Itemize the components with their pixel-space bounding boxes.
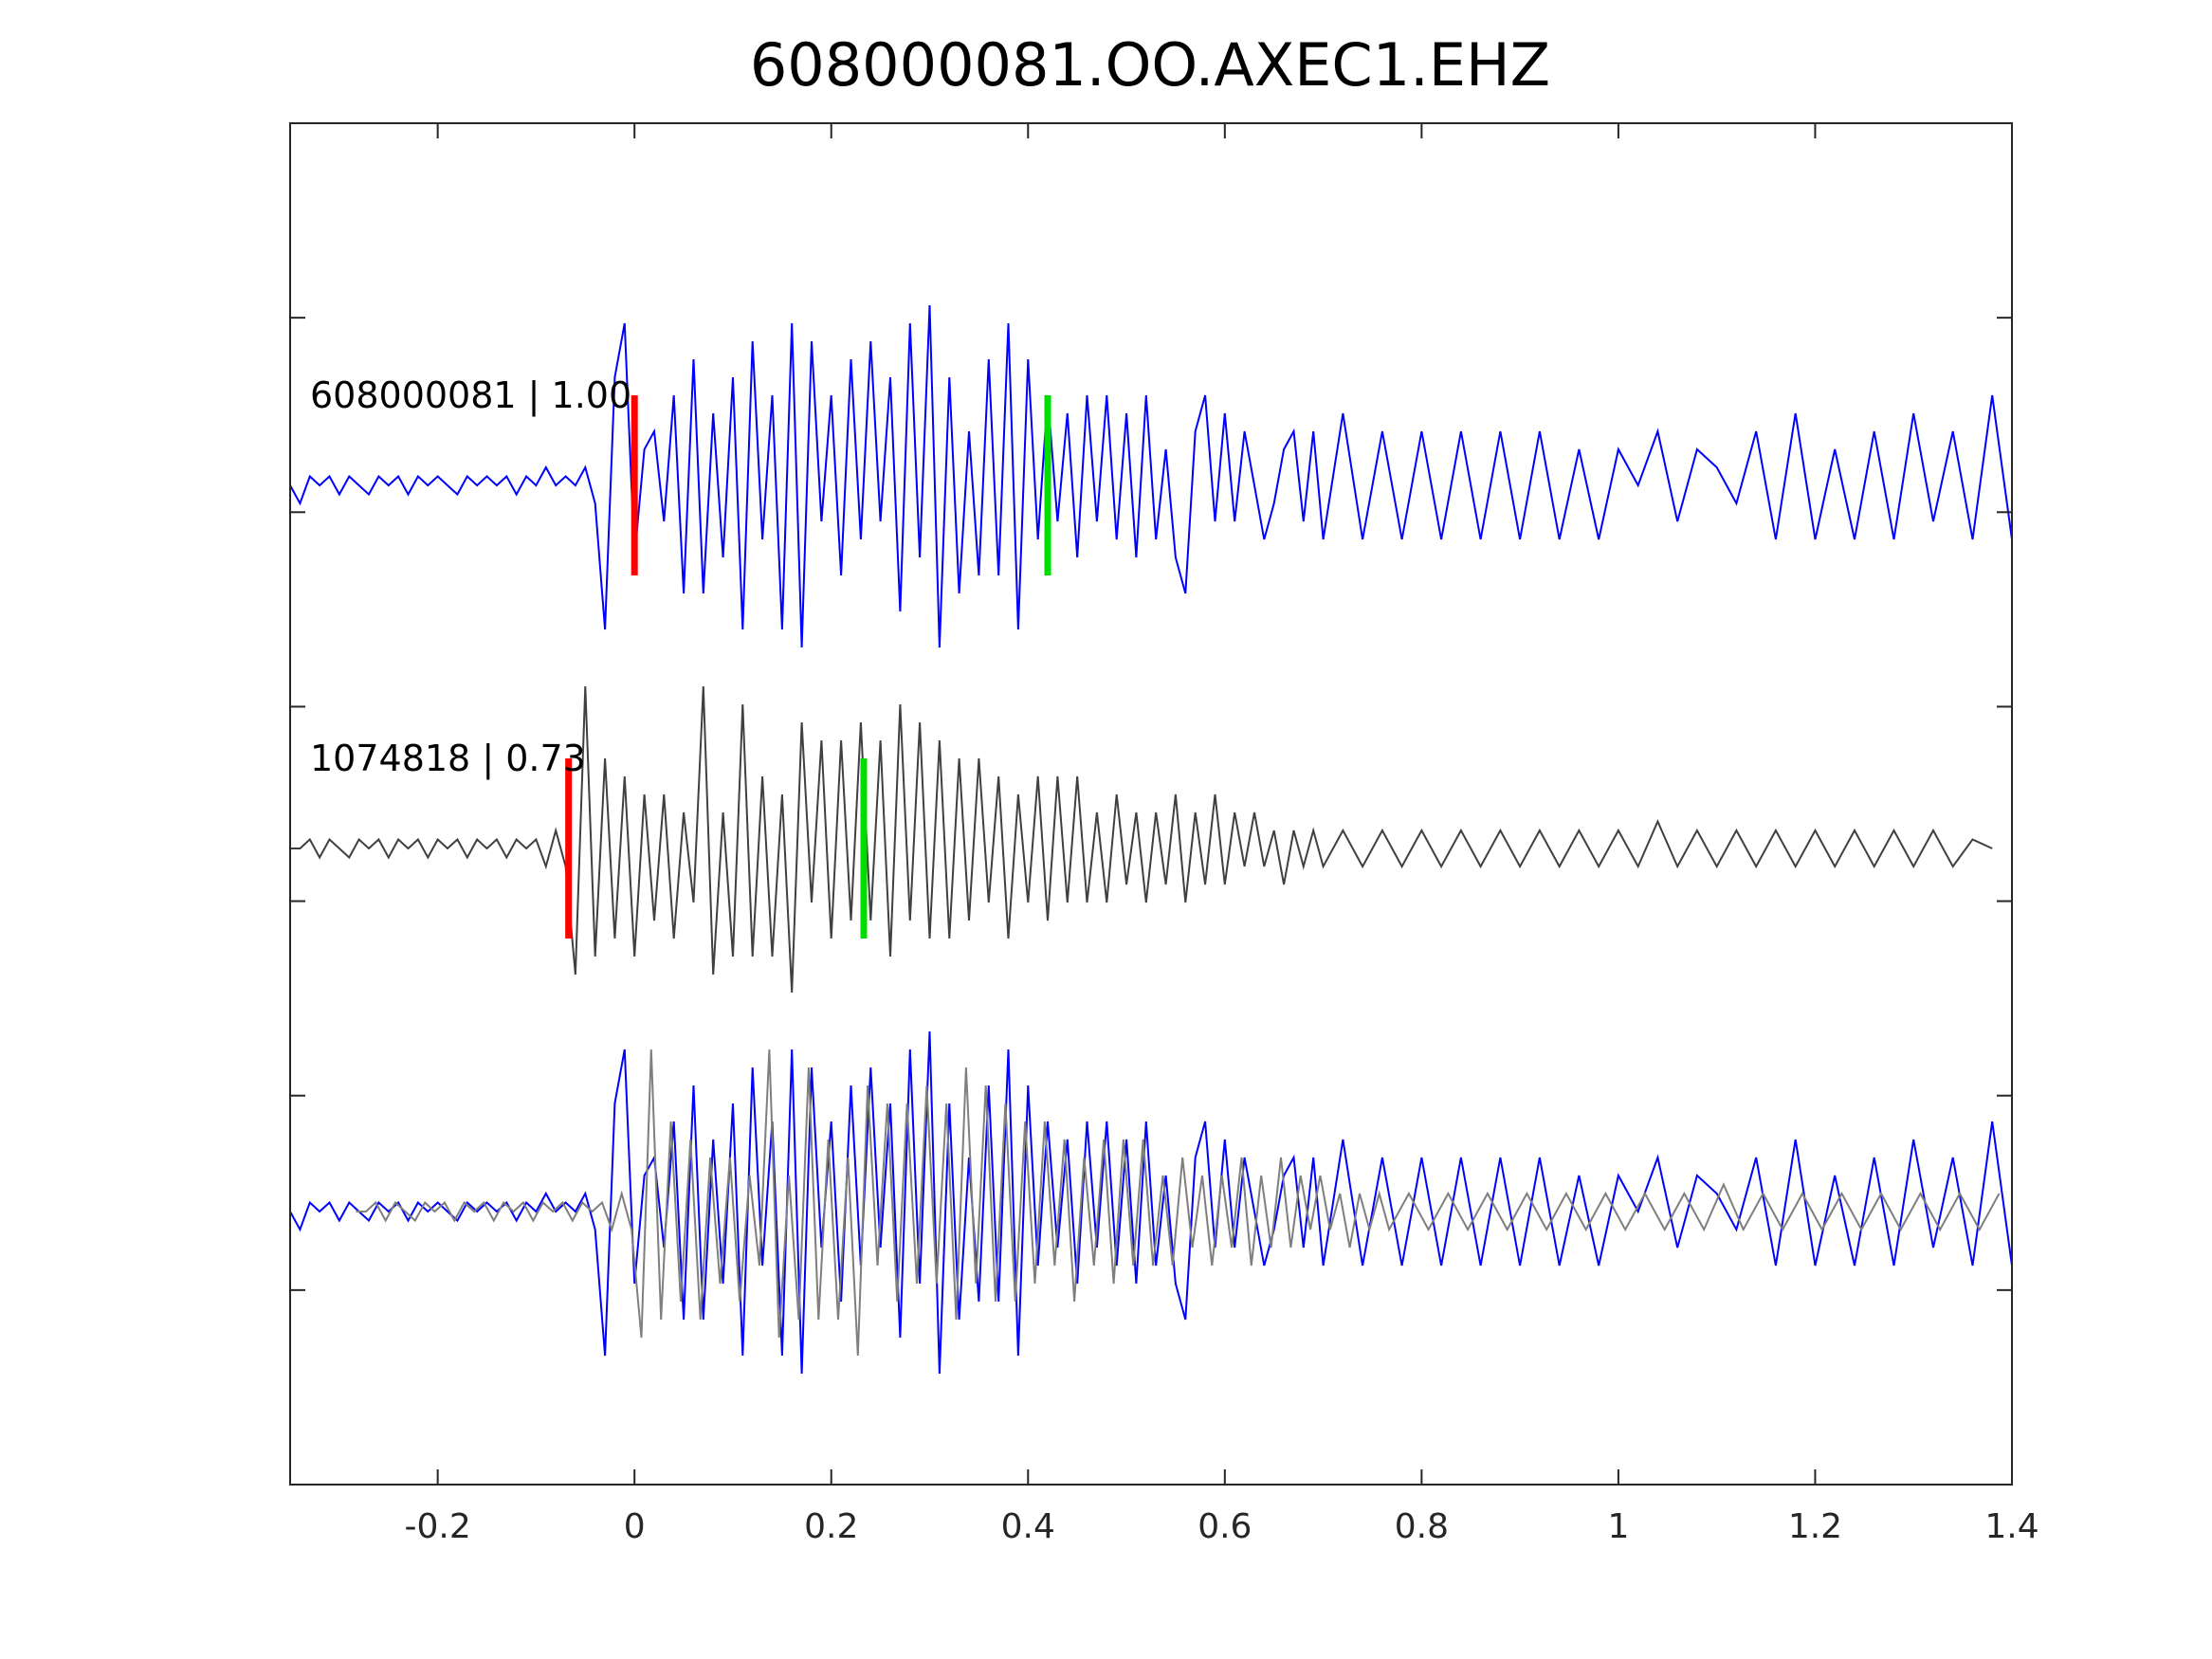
x-tick-label: 0.2 [804, 1507, 858, 1546]
x-tick-label: 0.6 [1197, 1507, 1252, 1546]
x-tick-label: -0.2 [405, 1507, 471, 1546]
waveform-trace-1 [289, 304, 2013, 648]
x-tick-label: 0.8 [1395, 1507, 1449, 1546]
x-tick-label: 1 [1607, 1507, 1629, 1546]
x-tick-label: 1.4 [1984, 1507, 2038, 1546]
x-tick-label: 0.4 [1001, 1507, 1055, 1546]
overlay-trace-1 [289, 1030, 2013, 1375]
chart-title: 608000081.OO.AXEC1.EHZ [750, 30, 1550, 100]
axes-frame [289, 122, 2013, 1486]
x-axis: -0.2 0 0.2 0.4 0.6 0.8 1 1.2 1.4 [405, 123, 2039, 1546]
x-tick-label: 1.2 [1788, 1507, 1842, 1546]
trace-label: 1074818 | 0.73 [310, 738, 586, 780]
waveform-trace-2 [290, 685, 1993, 994]
trace-labels: 608000081 | 1.00 1074818 | 0.73 [310, 374, 631, 780]
plot-area [289, 304, 2013, 1375]
trace-label: 608000081 | 1.00 [310, 374, 631, 417]
y-axis [290, 317, 2012, 1291]
overlay-trace-2 [356, 1048, 2001, 1357]
x-tick-label: 0 [624, 1507, 646, 1546]
